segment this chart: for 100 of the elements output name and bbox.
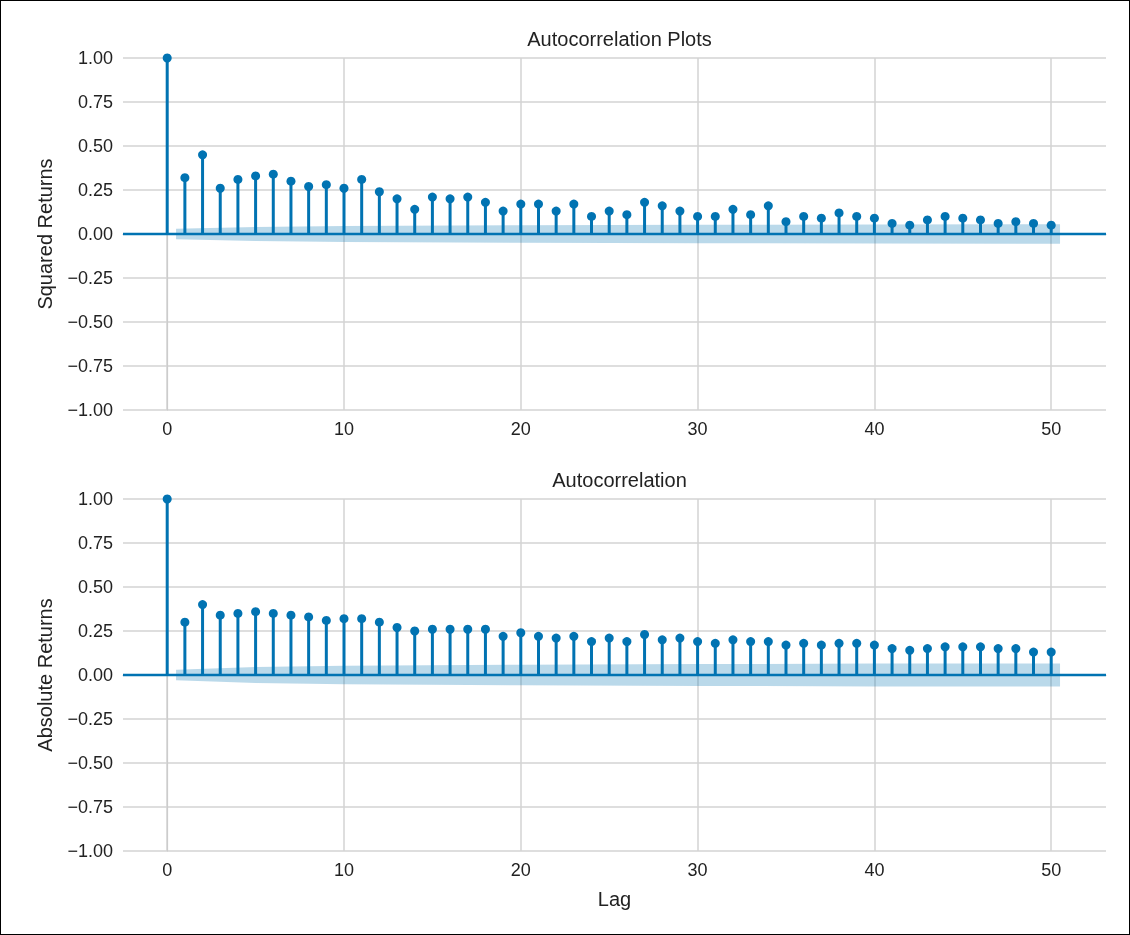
point <box>852 211 862 221</box>
y-tick-label: −0.50 <box>67 753 113 773</box>
point <box>480 624 490 634</box>
x-tick-label: 30 <box>687 419 708 439</box>
point <box>180 617 190 627</box>
point <box>463 624 473 634</box>
point <box>268 608 278 618</box>
y-tick-label: −0.75 <box>67 797 113 817</box>
x-tick-label: 20 <box>510 860 531 880</box>
y-tick-label: −0.25 <box>67 709 113 729</box>
point <box>763 201 773 211</box>
point <box>958 642 968 652</box>
chart-title: Autocorrelation <box>552 469 687 491</box>
y-tick-label: 0.50 <box>77 577 113 597</box>
point <box>975 642 985 652</box>
point <box>675 633 685 643</box>
x-tick-label: 50 <box>1041 860 1062 880</box>
point <box>516 628 526 638</box>
point <box>746 637 756 647</box>
point <box>816 213 826 223</box>
point <box>1029 647 1039 657</box>
x-tick-label: 30 <box>687 860 708 880</box>
point <box>445 624 455 634</box>
point <box>268 169 278 179</box>
point <box>869 640 879 650</box>
point <box>198 600 208 610</box>
y-tick-label: 0.75 <box>77 533 113 553</box>
point <box>905 220 915 230</box>
point <box>746 210 756 220</box>
point <box>604 633 614 643</box>
point <box>198 150 208 160</box>
point <box>1011 644 1021 654</box>
point <box>215 610 225 620</box>
point <box>763 637 773 647</box>
y-tick-label: 0.75 <box>77 92 113 112</box>
point <box>710 211 720 221</box>
point <box>834 208 844 218</box>
point <box>657 201 667 211</box>
point <box>321 180 331 190</box>
point <box>215 183 225 193</box>
point <box>922 215 932 225</box>
x-tick-label: 40 <box>864 419 885 439</box>
point <box>374 617 384 627</box>
point <box>427 192 437 202</box>
point <box>321 615 331 625</box>
point <box>958 213 968 223</box>
point <box>975 215 985 225</box>
y-tick-label: 0.00 <box>77 224 113 244</box>
point <box>233 608 243 618</box>
point <box>410 626 420 636</box>
point <box>799 638 809 648</box>
point <box>940 642 950 652</box>
point <box>869 213 879 223</box>
point <box>251 171 261 181</box>
point <box>604 206 614 216</box>
y-tick-label: −0.25 <box>67 268 113 288</box>
point <box>569 199 579 209</box>
point <box>162 53 172 63</box>
point <box>162 494 172 504</box>
y-tick-label: −0.75 <box>67 356 113 376</box>
point <box>905 645 915 655</box>
point <box>533 631 543 641</box>
point <box>569 631 579 641</box>
point <box>640 630 650 640</box>
point <box>693 211 703 221</box>
point <box>516 199 526 209</box>
point <box>304 181 314 191</box>
point <box>887 218 897 228</box>
y-tick-label: 0.50 <box>77 136 113 156</box>
point <box>480 197 490 207</box>
y-tick-label: −1.00 <box>67 841 113 861</box>
point <box>710 638 720 648</box>
point <box>374 187 384 197</box>
point <box>1046 220 1056 230</box>
y-tick-label: 1.00 <box>77 48 113 68</box>
point <box>533 199 543 209</box>
point <box>587 211 597 221</box>
point <box>392 194 402 204</box>
point <box>551 633 561 643</box>
y-tick-label: 0.25 <box>77 180 113 200</box>
point <box>657 635 667 645</box>
x-tick-label: 10 <box>333 419 355 439</box>
point <box>1046 647 1056 657</box>
x-tick-label: 10 <box>333 860 355 880</box>
point <box>640 197 650 207</box>
point <box>304 612 314 622</box>
point <box>233 174 243 184</box>
point <box>286 610 296 620</box>
y-tick-label: −1.00 <box>67 400 113 420</box>
point <box>781 217 791 227</box>
point <box>251 607 261 617</box>
point <box>1029 218 1039 228</box>
y-axis-title: Squared Returns <box>34 158 56 310</box>
point <box>587 637 597 647</box>
point <box>940 211 950 221</box>
point <box>498 206 508 216</box>
point <box>799 211 809 221</box>
point <box>498 631 508 641</box>
point <box>728 635 738 645</box>
chart-title: Autocorrelation Plots <box>527 28 712 50</box>
